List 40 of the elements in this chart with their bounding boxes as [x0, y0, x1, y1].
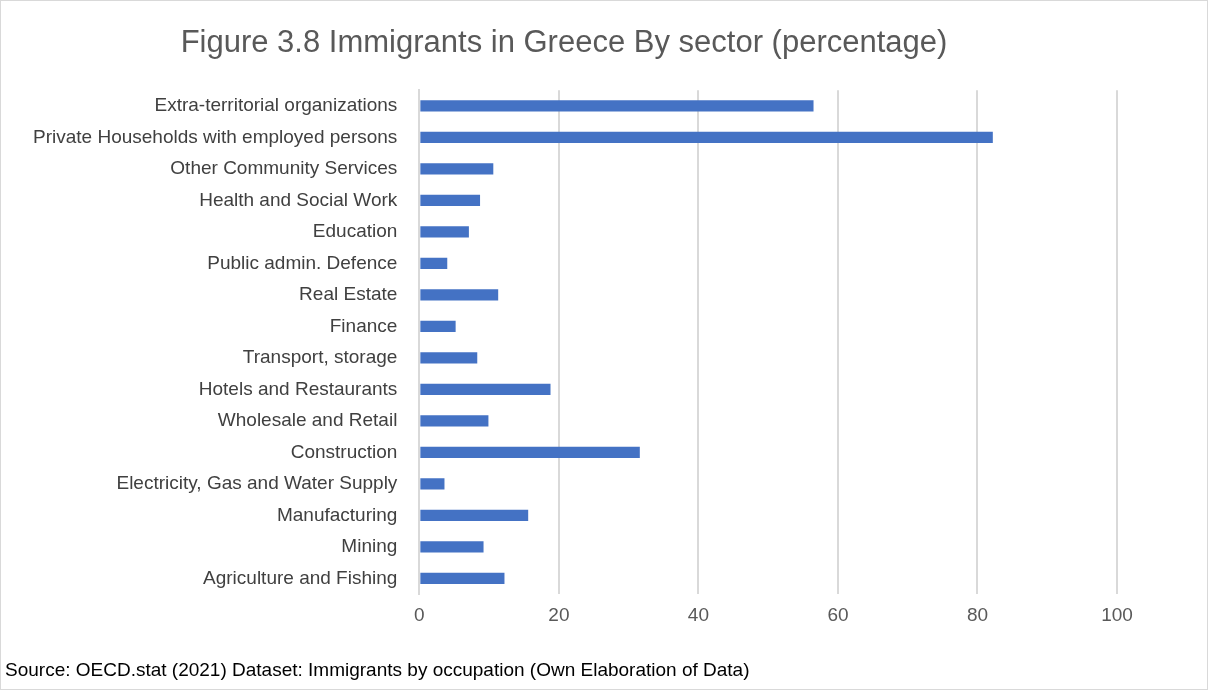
chart-title: Figure 3.8 Immigrants in Greece By sector (percentage) — [180, 24, 948, 60]
source-note: Source: OECD.stat (2021) Dataset: Immigrants by occupation (Own Elaboration of Data) — [5, 659, 750, 680]
x-tick-label: 100 — [1101, 603, 1133, 625]
y-tick-label: Agriculture and Fishing — [203, 566, 398, 588]
y-tick-label: Health and Social Work — [199, 188, 398, 210]
bar — [420, 478, 445, 490]
bar — [420, 509, 529, 522]
y-tick-label: Private Households with employed persons — [33, 125, 398, 147]
y-tick-label: Finance — [329, 314, 398, 336]
bar — [420, 446, 640, 459]
bar — [420, 415, 489, 427]
y-tick-label: Education — [312, 220, 398, 242]
y-tick-label: Extra-territorial organizations — [154, 94, 398, 116]
bar — [420, 194, 481, 207]
y-tick-label: Manufacturing — [276, 503, 398, 525]
bar — [420, 383, 551, 396]
bar — [420, 226, 469, 238]
y-tick-label: Other Community Services — [170, 157, 398, 179]
bar — [420, 131, 993, 144]
bar — [420, 257, 448, 270]
x-tick-label: 40 — [687, 603, 709, 625]
y-tick-label: Transport, storage — [242, 346, 398, 368]
y-tick-label: Hotels and Restaurants — [198, 377, 398, 399]
y-tick-label: Public admin. Defence — [207, 251, 398, 273]
x-tick-label: 60 — [827, 603, 849, 625]
x-tick-label: 80 — [966, 603, 989, 625]
x-tick-label: 20 — [548, 603, 570, 625]
bar — [420, 289, 499, 301]
bar — [420, 100, 814, 112]
bar — [420, 572, 505, 585]
y-tick-label: Electricity, Gas and Water Supply — [116, 472, 398, 494]
bar — [420, 352, 478, 364]
y-tick-label: Construction — [290, 440, 398, 462]
bar — [420, 541, 484, 553]
bar — [420, 163, 494, 175]
y-tick-label: Real Estate — [299, 283, 398, 305]
x-tick-label: 0 — [414, 603, 425, 625]
bar — [420, 320, 456, 333]
y-tick-label: Mining — [341, 535, 398, 557]
y-tick-label: Wholesale and Retail — [217, 409, 398, 431]
